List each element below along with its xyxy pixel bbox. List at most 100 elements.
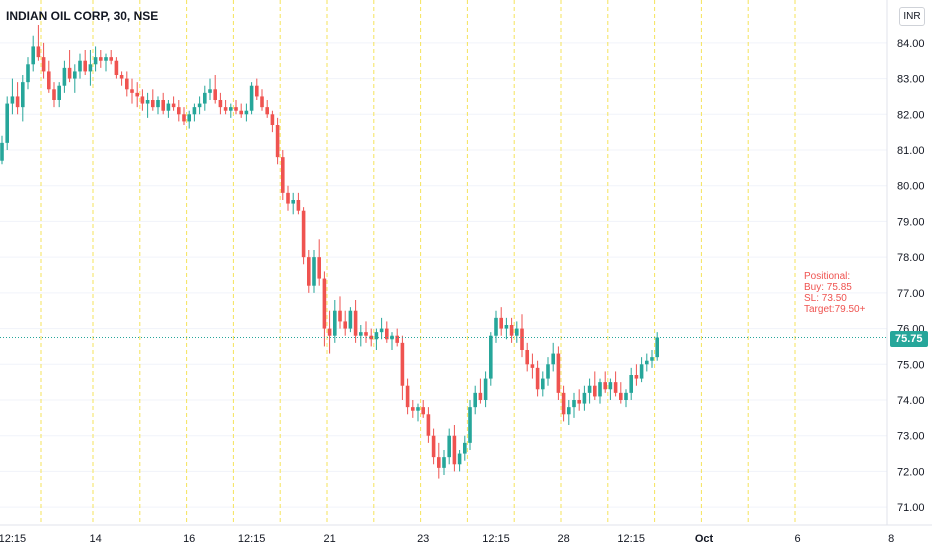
candle-body (317, 257, 321, 279)
candle-body (639, 364, 644, 379)
candle-body (291, 200, 295, 204)
candle-body (156, 100, 160, 108)
price-axis: 71.0072.0073.0074.0075.0076.0077.0078.00… (897, 38, 925, 514)
candle-body (166, 103, 171, 111)
candle-body (587, 385, 592, 393)
candle-body (613, 382, 618, 393)
annotation-line: Buy: 75.85 (804, 282, 852, 293)
last-price-tag: 75.75 (890, 331, 928, 347)
candle-body (338, 310, 342, 322)
day-separators (40, 0, 796, 525)
candle-body (437, 457, 441, 468)
y-tick-label: 83.00 (897, 74, 925, 86)
candle-body (31, 46, 35, 65)
x-tick-label: 16 (183, 533, 195, 545)
candle-body (421, 407, 425, 415)
y-tick-label: 75.00 (897, 359, 925, 371)
candle-body (473, 392, 477, 408)
candle-body (286, 192, 290, 204)
candle-body (260, 96, 264, 108)
candle-body (73, 71, 77, 79)
candle-body (385, 328, 389, 340)
candle-body (343, 321, 347, 329)
candle-body (426, 414, 431, 436)
time-axis: 12:15 14 16 12:15 21 23 12:15 28 12:15 Oct 6 8 (0, 533, 894, 545)
y-tick-label: 73.00 (897, 431, 925, 443)
candle-body (411, 407, 415, 411)
candles (0, 25, 659, 479)
candle-body (400, 342, 405, 386)
candle-body (41, 57, 46, 72)
x-tick-label: 28 (557, 533, 569, 545)
currency-button[interactable]: INR (899, 7, 925, 26)
candle-body (223, 107, 228, 111)
candle-body (192, 107, 197, 115)
candle-body (114, 60, 119, 75)
candle-body (655, 337, 659, 358)
candle-body (21, 82, 25, 108)
candle-body (457, 453, 462, 465)
candle-body (265, 107, 269, 115)
candle-body (88, 64, 93, 72)
candle-body (572, 400, 576, 408)
candle-body (416, 407, 420, 411)
candle-body (57, 85, 61, 100)
candle-body (567, 407, 571, 415)
y-tick-label: 84.00 (897, 38, 925, 50)
candle-body (353, 310, 358, 336)
candle-body (255, 85, 259, 97)
candle-body (515, 328, 519, 336)
candle-body (369, 335, 373, 340)
candle-body (208, 89, 212, 93)
candle-body (624, 392, 628, 400)
candle-body (379, 328, 384, 333)
y-tick-label: 78.00 (897, 252, 925, 264)
candle-body (561, 392, 566, 415)
candle-body (468, 407, 472, 443)
x-tick-label: 14 (89, 533, 101, 545)
candle-body (296, 200, 301, 211)
candle-body (109, 57, 113, 61)
candle-body (619, 392, 623, 400)
y-tick-label: 72.00 (897, 466, 925, 478)
candle-body (125, 78, 129, 90)
candle-body (530, 364, 535, 368)
candle-body (598, 382, 602, 397)
candle-body (213, 89, 217, 100)
candle-body (307, 257, 311, 286)
candle-body (171, 103, 176, 108)
candle-body (520, 328, 524, 350)
x-tick-label: 12:15 (238, 533, 266, 545)
candle-body (5, 103, 9, 143)
candle-body (634, 375, 639, 379)
candle-body (62, 67, 67, 86)
candle-body (119, 75, 124, 79)
candle-body (348, 310, 353, 329)
candle-body (47, 71, 51, 90)
candle-body (275, 125, 280, 158)
candle-body (582, 392, 587, 404)
x-tick-label: 12:15 (482, 533, 510, 545)
candle-body (15, 96, 20, 108)
candle-body (145, 100, 150, 104)
candle-body (603, 382, 607, 390)
candle-body (93, 57, 98, 65)
candle-body (26, 64, 30, 83)
candle-body (151, 100, 155, 108)
y-tick-label: 80.00 (897, 181, 925, 193)
candle-body (130, 89, 134, 93)
candle-body (504, 325, 509, 329)
candle-body (99, 57, 103, 61)
candle-body (322, 278, 327, 329)
candle-body (244, 110, 249, 115)
y-tick-label: 77.00 (897, 288, 925, 300)
candle-body (104, 57, 108, 61)
candle-body (67, 67, 72, 79)
y-tick-label: 71.00 (897, 502, 925, 514)
candle-body (395, 335, 399, 343)
annotation-line: SL: 73.50 (804, 293, 847, 304)
y-tick-label: 82.00 (897, 109, 925, 121)
candle-body (463, 442, 467, 454)
y-tick-label: 81.00 (897, 145, 925, 157)
candle-body (608, 382, 613, 390)
